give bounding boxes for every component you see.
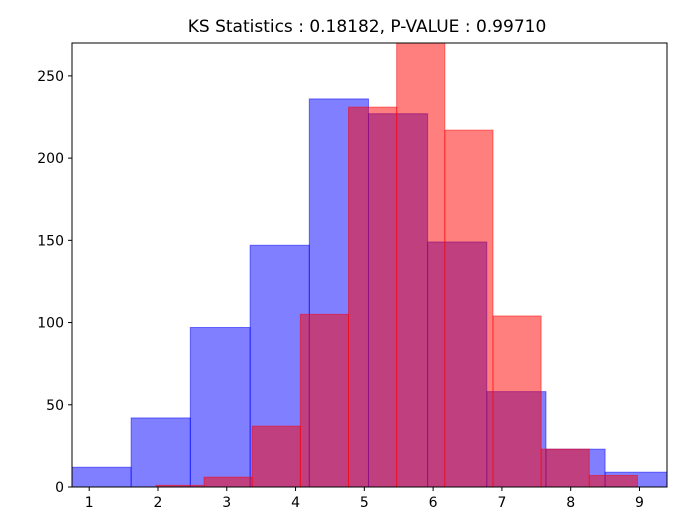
- bar-blue-1: [130, 417, 191, 487]
- y-tick-label: 0: [55, 480, 64, 496]
- bar-red-4: [348, 106, 398, 487]
- plot-frame: [71, 42, 668, 488]
- x-tick-label: 9: [635, 495, 644, 511]
- y-tick-label: 100: [37, 316, 64, 332]
- bar-red-3: [299, 313, 350, 487]
- x-tick-label: 5: [360, 495, 369, 511]
- x-tick-label: 1: [85, 495, 94, 511]
- bar-blue-2: [189, 326, 251, 487]
- x-tick-label: 7: [497, 495, 506, 511]
- x-tick-label: 3: [222, 495, 231, 511]
- bar-red-2: [251, 425, 301, 487]
- y-tick-label: 200: [37, 151, 64, 167]
- bar-red-7: [492, 315, 542, 487]
- y-tick-label: 250: [37, 69, 64, 85]
- x-tick-label: 2: [154, 495, 163, 511]
- y-tick-label: 50: [46, 398, 64, 414]
- bars-layer: [72, 43, 667, 487]
- bar-red-8: [540, 448, 590, 487]
- y-tick-label: 150: [37, 233, 64, 249]
- bar-red-9: [588, 474, 638, 487]
- x-tick-label: 6: [429, 495, 438, 511]
- bar-blue-0: [72, 466, 132, 487]
- x-tick-label: 4: [291, 495, 300, 511]
- axes-layer: 1 2 3 4 5 6 7 8 9 0 50 100 150 200 250: [37, 42, 668, 511]
- bar-red-6: [444, 129, 494, 487]
- bar-red-5: [396, 43, 446, 487]
- x-tick-label: 8: [566, 495, 575, 511]
- chart-title: KS Statistics : 0.18182, P-VALUE : 0.997…: [188, 17, 547, 37]
- bar-red-1: [203, 476, 253, 487]
